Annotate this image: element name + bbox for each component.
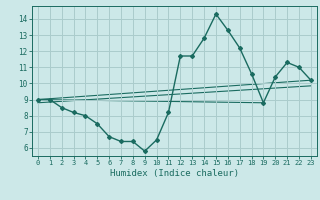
X-axis label: Humidex (Indice chaleur): Humidex (Indice chaleur) [110,169,239,178]
